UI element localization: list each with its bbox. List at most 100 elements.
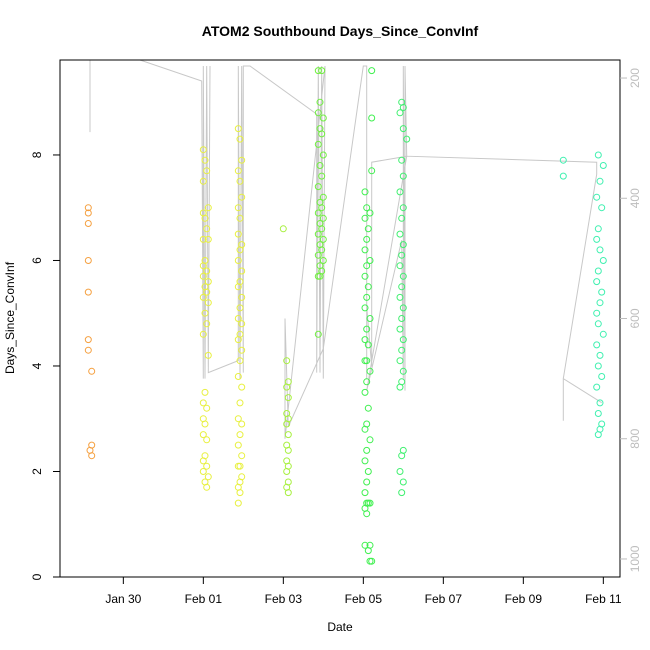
y2-tick-label: 400	[628, 188, 642, 208]
data-point	[84, 288, 92, 296]
data-point	[234, 230, 242, 238]
data-point	[199, 235, 207, 243]
data-point	[203, 225, 211, 233]
plot-frame	[59, 59, 621, 578]
data-point	[204, 235, 212, 243]
data-point	[363, 446, 371, 454]
data-point	[596, 246, 604, 254]
data-point	[84, 336, 92, 344]
data-point	[398, 489, 406, 497]
data-point	[84, 209, 92, 217]
secondary-line-layer	[89, 59, 602, 439]
data-point	[318, 246, 326, 254]
data-point	[363, 510, 371, 518]
chart-title: ATOM2 Southbound Days_Since_ConvInf	[202, 23, 479, 39]
data-point	[361, 272, 369, 280]
data-point	[199, 457, 207, 465]
data-point	[594, 431, 602, 439]
data-point	[368, 114, 376, 122]
data-point	[236, 304, 244, 312]
data-point	[84, 220, 92, 227]
data-point	[399, 272, 407, 280]
y-tick-label: 2	[30, 468, 44, 475]
data-point	[398, 346, 406, 354]
data-point	[234, 315, 242, 322]
data-point	[361, 541, 369, 549]
data-point	[314, 109, 322, 117]
data-point	[596, 299, 604, 307]
data-point	[314, 183, 322, 191]
data-point	[284, 489, 292, 497]
x-tick-label: Feb 01	[185, 592, 223, 606]
data-point	[284, 431, 292, 439]
y2-tick-label: 800	[628, 428, 642, 448]
x-tick-label: Feb 03	[265, 592, 303, 606]
data-point	[279, 225, 287, 233]
secondary-series-line	[89, 59, 602, 439]
data-point	[363, 204, 371, 212]
data-point	[593, 309, 601, 317]
data-point	[366, 315, 374, 322]
data-point	[396, 383, 404, 391]
data-point	[318, 172, 326, 180]
data-point	[234, 204, 242, 212]
data-point	[199, 177, 207, 185]
y-tick-label: 0	[30, 573, 44, 580]
data-point	[368, 167, 376, 175]
data-point	[199, 293, 207, 301]
data-point	[366, 257, 374, 264]
data-point	[203, 483, 211, 491]
data-point	[361, 304, 369, 312]
data-point	[314, 67, 322, 75]
data-point	[199, 431, 207, 439]
data-point	[283, 420, 291, 428]
data-point	[594, 362, 602, 370]
data-point	[318, 67, 326, 75]
data-point	[238, 193, 246, 201]
data-point	[398, 315, 406, 322]
data-point	[594, 410, 602, 417]
y-axis: 0 2 4 6 8	[30, 151, 60, 580]
data-point	[398, 156, 406, 164]
data-point	[361, 246, 369, 254]
data-point	[203, 436, 211, 444]
data-point	[236, 399, 244, 407]
data-point	[204, 351, 212, 359]
data-point	[396, 293, 404, 301]
data-point	[236, 135, 244, 143]
data-point	[84, 257, 92, 264]
data-point	[361, 489, 369, 497]
data-point	[598, 288, 606, 296]
data-point	[238, 346, 246, 354]
data-point	[398, 283, 406, 291]
data-point	[236, 489, 244, 497]
data-point	[403, 135, 411, 143]
data-point	[199, 330, 207, 338]
data-point	[319, 114, 327, 122]
data-point	[319, 235, 327, 243]
data-point	[396, 325, 404, 333]
data-point	[234, 257, 242, 264]
data-point	[234, 499, 242, 507]
y2-tick-label: 600	[628, 308, 642, 328]
data-point	[363, 293, 371, 301]
data-point	[314, 251, 322, 259]
data-point	[364, 283, 372, 291]
data-point	[396, 468, 404, 475]
data-point	[318, 225, 326, 233]
y-tick-label: 6	[30, 257, 44, 264]
data-point	[236, 214, 244, 222]
y2-tick-label: 200	[628, 68, 642, 88]
data-point	[314, 209, 322, 217]
data-point	[318, 130, 326, 138]
data-point	[316, 98, 324, 106]
data-point	[363, 378, 371, 386]
data-point	[203, 462, 211, 470]
data-point	[399, 367, 407, 375]
data-point	[399, 125, 407, 133]
y-tick-label: 4	[30, 362, 44, 369]
data-point	[559, 156, 567, 164]
data-point	[283, 357, 291, 365]
data-point	[361, 388, 369, 396]
